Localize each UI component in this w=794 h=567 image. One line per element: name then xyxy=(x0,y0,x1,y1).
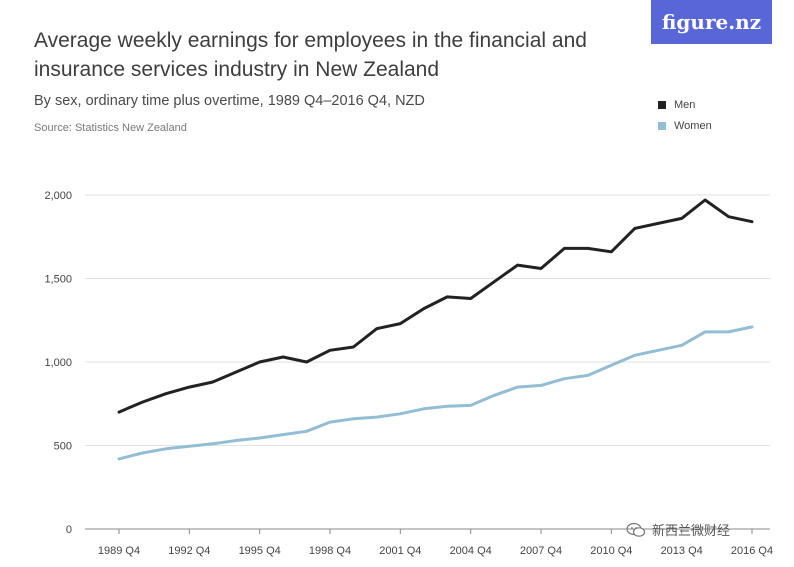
x-tick-label: 2001 Q4 xyxy=(379,545,421,557)
legend-label-men: Men xyxy=(674,98,696,111)
x-tick-label: 1989 Q4 xyxy=(98,545,140,557)
wechat-watermark: 新西兰微财经 xyxy=(626,520,730,539)
x-tick-label: 2010 Q4 xyxy=(590,545,632,557)
x-tick-label: 1998 Q4 xyxy=(309,545,351,557)
chart-source: Source: Statistics New Zealand xyxy=(34,122,187,134)
y-tick-label: 1,500 xyxy=(44,274,72,286)
series-line-men xyxy=(117,198,754,414)
series-line-women xyxy=(117,325,754,461)
x-tick-label: 2016 Q4 xyxy=(731,545,773,557)
x-tick-label: 1995 Q4 xyxy=(239,545,281,557)
legend-item-men: Men xyxy=(658,94,712,115)
y-tick-label: 1,000 xyxy=(44,357,72,369)
x-tick-label: 2007 Q4 xyxy=(520,545,562,557)
figure-nz-logo: figure.nz xyxy=(651,0,772,44)
chart-subtitle: By sex, ordinary time plus overtime, 198… xyxy=(34,93,425,109)
x-tick-label: 1992 Q4 xyxy=(168,545,210,557)
legend-label-women: Women xyxy=(674,119,712,132)
x-tick-label: 2004 Q4 xyxy=(450,545,492,557)
legend-swatch-men xyxy=(658,100,666,109)
y-tick-label: 2,000 xyxy=(44,190,72,202)
y-tick-label: 500 xyxy=(54,441,72,453)
watermark-text: 新西兰微财经 xyxy=(652,523,731,538)
wechat-icon xyxy=(626,522,646,537)
chart-legend: Men Women xyxy=(658,94,712,136)
legend-item-women: Women xyxy=(658,115,712,136)
legend-swatch-women xyxy=(658,121,666,130)
y-tick-label: 0 xyxy=(66,524,72,536)
x-tick-label: 2013 Q4 xyxy=(661,545,703,557)
chart-title: Average weekly earnings for employees in… xyxy=(34,29,587,81)
